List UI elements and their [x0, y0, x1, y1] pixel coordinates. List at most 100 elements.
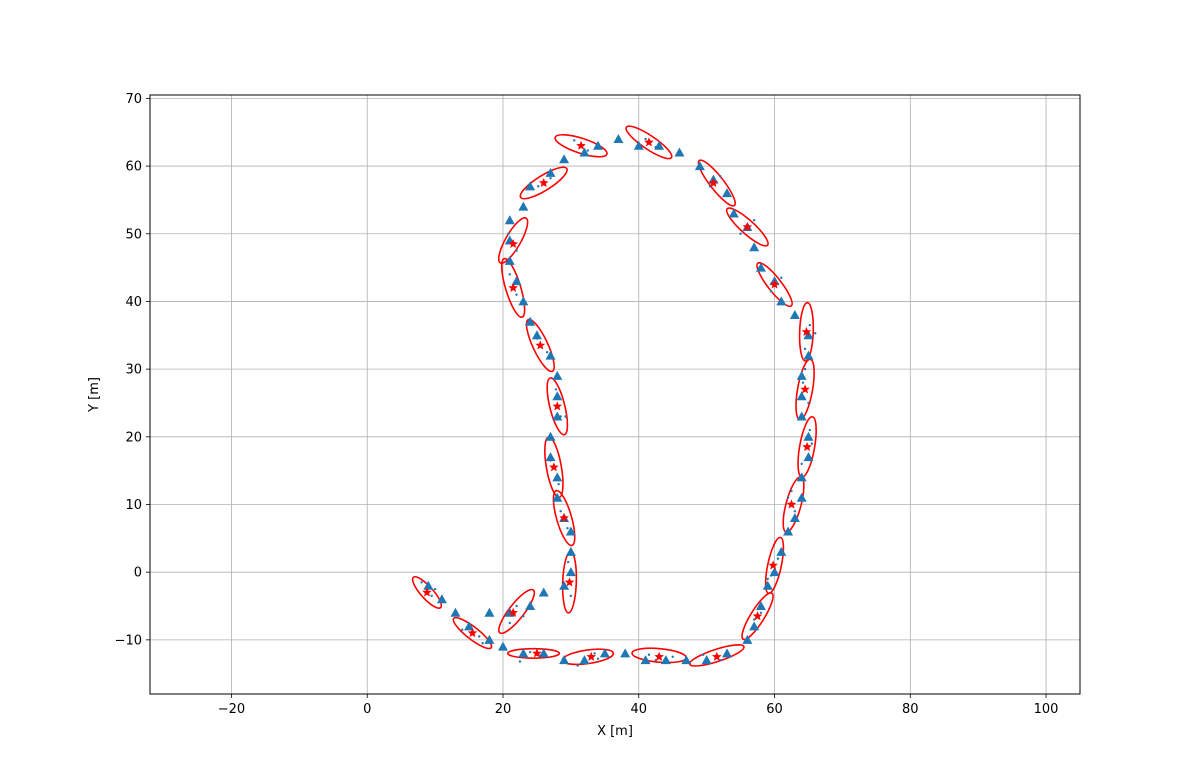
landmark-marker — [552, 411, 563, 421]
estimate-marker — [800, 384, 810, 394]
particle-point — [790, 489, 793, 493]
landmark-marker — [776, 296, 787, 306]
landmark-marker — [762, 580, 773, 590]
y-tick-label: 40 — [125, 295, 142, 310]
particle-point — [654, 658, 657, 662]
landmark-marker — [728, 208, 739, 218]
covariance-ellipse — [688, 644, 745, 667]
landmark-marker — [464, 621, 475, 631]
landmark-marker — [518, 648, 529, 658]
particle-point — [535, 337, 539, 340]
particle-point — [478, 635, 481, 638]
particle-point — [518, 660, 522, 663]
x-tick-label: 40 — [630, 702, 647, 717]
landmark-marker — [484, 634, 495, 644]
particle-point — [593, 652, 596, 655]
particle-point — [522, 614, 525, 618]
particle-point — [537, 185, 540, 188]
landmark-marker — [538, 587, 549, 597]
particle-point — [508, 621, 511, 625]
particle-point — [800, 462, 803, 466]
landmark-marker — [769, 567, 780, 577]
covariance-ellipse — [552, 489, 576, 547]
particle-point — [461, 628, 464, 631]
landmark-marker — [640, 655, 651, 665]
particle-points — [420, 137, 817, 667]
landmark-marker — [749, 242, 760, 252]
estimate-marker — [742, 221, 753, 232]
landmark-markers — [423, 133, 814, 665]
particle-point — [766, 577, 769, 581]
x-tick-label: 60 — [766, 702, 783, 717]
particle-point — [569, 594, 573, 598]
covariance-ellipse — [725, 207, 769, 247]
covariance-ellipse — [452, 616, 493, 650]
landmark-marker — [674, 147, 685, 157]
particle-point — [769, 574, 773, 577]
estimate-marker — [564, 577, 575, 587]
landmark-marker — [722, 188, 733, 198]
particle-point — [803, 367, 807, 371]
particle-point — [752, 618, 756, 621]
covariance-ellipse — [625, 125, 673, 160]
landmark-marker — [511, 276, 522, 286]
particle-point — [559, 510, 562, 513]
particle-point — [671, 655, 674, 658]
landmark-marker — [593, 140, 604, 150]
y-tick-label: 0 — [134, 566, 142, 581]
estimate-marker — [508, 238, 518, 248]
landmark-marker — [565, 526, 576, 536]
x-tick-label: 80 — [902, 702, 919, 717]
covariance-ellipse — [798, 301, 815, 362]
landmark-marker — [545, 431, 556, 441]
estimate-marker — [538, 177, 549, 188]
estimate-marker — [467, 628, 478, 638]
particle-point — [596, 657, 600, 661]
landmark-marker — [525, 316, 536, 326]
landmark-marker — [633, 140, 644, 150]
y-tick-label: 50 — [125, 227, 142, 242]
covariance-ellipse — [519, 166, 568, 200]
particle-point — [644, 137, 647, 141]
landmark-marker — [579, 655, 590, 665]
particle-point — [814, 332, 817, 335]
particle-point — [776, 557, 780, 560]
particle-point — [752, 219, 756, 222]
estimate-marker — [422, 587, 432, 597]
particle-point — [586, 149, 590, 152]
x-tick-label: 0 — [363, 702, 371, 717]
landmark-marker — [579, 147, 590, 157]
landmark-marker — [545, 452, 556, 462]
particle-point — [808, 428, 812, 432]
x-tick-label: −20 — [218, 702, 245, 717]
estimate-marker — [708, 177, 719, 188]
landmark-marker — [694, 161, 705, 171]
plot-frame — [149, 94, 1081, 695]
particle-point — [810, 442, 814, 445]
particle-point — [566, 560, 570, 564]
covariance-ellipse — [500, 257, 526, 318]
estimate-marker — [586, 651, 596, 661]
landmark-marker — [742, 634, 753, 644]
axis-ticks: −20 0 20 40 60 80 100 −10 0 10 20 30 40 50 60 70 — [115, 92, 1059, 717]
particle-point — [566, 526, 569, 530]
estimate-marker — [532, 648, 542, 658]
particle-point — [725, 652, 729, 655]
covariance-ellipse — [764, 536, 785, 595]
y-tick-label: 70 — [125, 92, 142, 107]
estimate-marker — [712, 651, 722, 661]
estimate-marker — [549, 462, 559, 472]
particle-point — [554, 388, 558, 391]
particle-point — [515, 249, 518, 252]
landmark-marker — [796, 492, 807, 502]
particle-point — [481, 642, 484, 645]
landmark-marker — [552, 472, 563, 482]
grid — [150, 95, 1080, 694]
estimate-marker — [802, 441, 812, 451]
landmark-marker — [660, 655, 671, 665]
y-tick-label: 30 — [125, 363, 142, 378]
particle-point — [807, 401, 810, 405]
y-axis-label: Y [m] — [87, 377, 102, 413]
